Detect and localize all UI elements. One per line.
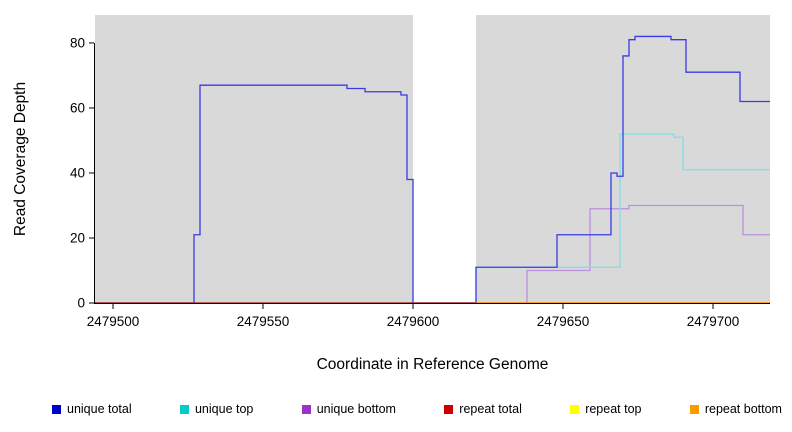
- legend-swatch-repeat-top: [570, 404, 580, 414]
- y-axis-title: Read Coverage Depth: [12, 81, 29, 237]
- y-tick-label: 40: [70, 165, 85, 180]
- x-tick-label: 2479550: [237, 314, 290, 329]
- x-axis-title: Coordinate in Reference Genome: [316, 356, 549, 373]
- y-tick-label: 0: [77, 296, 85, 311]
- legend-swatch-unique-total: [52, 404, 61, 414]
- legend-label-unique-total: unique total: [67, 402, 132, 416]
- x-tick-label: 2479600: [387, 314, 440, 329]
- legend-item-repeat-bottom: repeat bottom: [689, 402, 782, 416]
- x-tick-label: 2479700: [687, 314, 740, 329]
- legend-label-unique-bottom: unique bottom: [316, 402, 396, 416]
- legend-swatch-unique-bottom: [301, 404, 311, 414]
- x-tick-label: 2479650: [537, 314, 590, 329]
- legend-item-unique-bottom: unique bottom: [301, 402, 396, 416]
- legend-label-repeat-top: repeat top: [585, 402, 642, 416]
- legend-label-repeat-bottom: repeat bottom: [704, 402, 782, 416]
- legend-swatch-unique-top: [179, 404, 189, 414]
- background-band: [95, 15, 413, 303]
- y-tick-label: 20: [70, 230, 85, 245]
- legend-item-unique-top: unique top: [179, 402, 254, 416]
- legend-item-repeat-total: repeat total: [444, 402, 522, 416]
- series-unique-total: [95, 35, 770, 304]
- series-unique-bottom: [95, 204, 770, 304]
- y-tick-label: 60: [70, 100, 85, 115]
- legend-label-unique-top: unique top: [194, 402, 254, 416]
- legend-swatch-repeat-total: [444, 404, 454, 414]
- x-tick-label: 2479500: [87, 314, 140, 329]
- y-tick-label: 80: [70, 35, 85, 50]
- legend-item-unique-total: unique total: [52, 402, 132, 416]
- legend-item-repeat-top: repeat top: [570, 402, 641, 416]
- legend: unique total unique top unique bottom re…: [52, 399, 782, 419]
- legend-label-repeat-total: repeat total: [459, 402, 522, 416]
- legend-swatch-repeat-bottom: [689, 404, 699, 414]
